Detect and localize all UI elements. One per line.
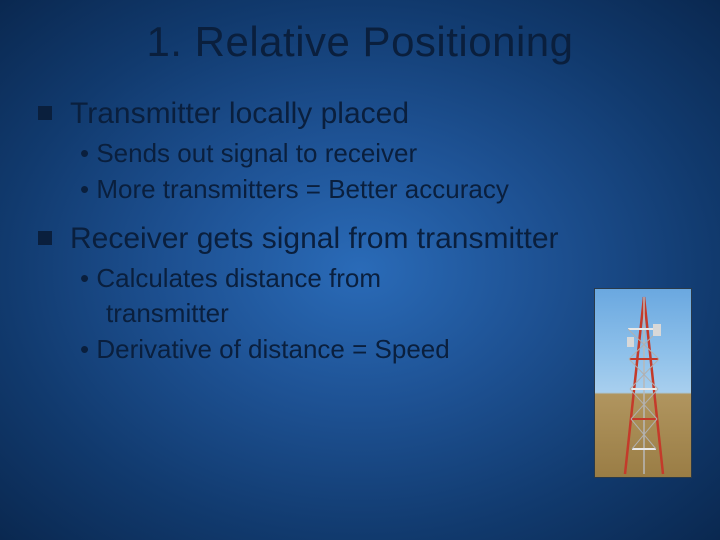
- sub-bullet-1-1: • Sends out signal to receiver: [80, 137, 692, 171]
- bullet-2-text: Receiver gets signal from transmitter: [70, 219, 559, 258]
- sub-bullet-2-2-text: • Derivative of distance = Speed: [80, 334, 450, 364]
- slide-content: Transmitter locally placed • Sends out s…: [28, 94, 692, 367]
- sub-bullet-1-2-text: • More transmitters = Better accuracy: [80, 174, 509, 204]
- bullet-1-text: Transmitter locally placed: [70, 94, 409, 133]
- sub-bullet-1-1-text: • Sends out signal to receiver: [80, 138, 417, 168]
- sub-bullet-2-1-text: • Calculates distance from: [80, 263, 381, 293]
- slide: 1. Relative Positioning Transmitter loca…: [0, 0, 720, 540]
- slide-title: 1. Relative Positioning: [28, 18, 692, 66]
- bullet-item-1: Transmitter locally placed: [38, 94, 692, 133]
- square-bullet-icon: [38, 106, 52, 120]
- sub-bullet-2-1-cont-text: transmitter: [106, 298, 229, 328]
- tower-icon: [595, 289, 693, 479]
- sub-bullet-1-2: • More transmitters = Better accuracy: [80, 173, 692, 207]
- square-bullet-icon: [38, 231, 52, 245]
- spacer: [38, 209, 692, 219]
- radio-tower-photo: [594, 288, 692, 478]
- bullet-item-2: Receiver gets signal from transmitter: [38, 219, 692, 258]
